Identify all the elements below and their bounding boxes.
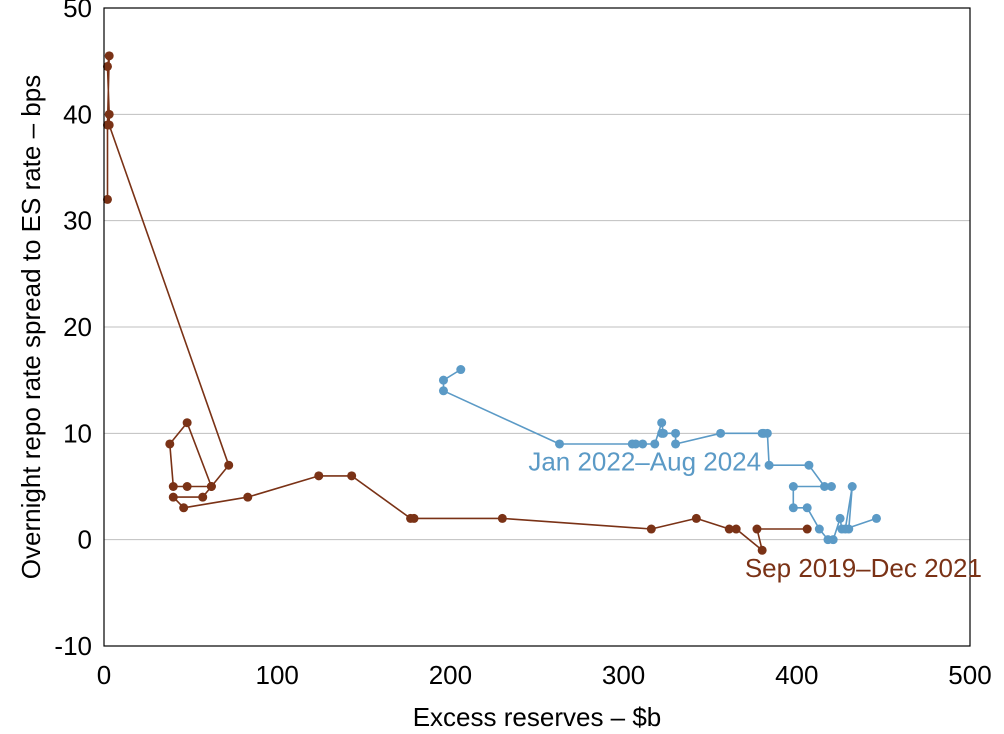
data-point (555, 439, 565, 449)
data-point (650, 439, 660, 449)
data-point (409, 513, 419, 523)
data-point (102, 61, 112, 71)
data-point (104, 109, 114, 119)
data-point (788, 503, 798, 513)
data-point (835, 513, 845, 523)
data-point (788, 482, 798, 491)
series-0 (102, 51, 812, 555)
data-point (638, 439, 648, 449)
data-point (724, 524, 734, 534)
data-point (657, 428, 667, 438)
y-tick-label: -10 (54, 631, 92, 661)
y-tick-label: 30 (63, 206, 92, 236)
data-point (804, 460, 814, 470)
data-point (179, 503, 189, 513)
data-point (104, 120, 114, 130)
data-point (731, 524, 741, 534)
series-labels: Jan 2022–Aug 2024 Sep 2019–Dec 2021 (528, 447, 982, 583)
series-1 (438, 365, 881, 545)
series-label: Sep 2019–Dec 2021 (745, 553, 982, 583)
data-point (764, 460, 774, 470)
y-axis-title: Overnight repo rate spread to ES rate – … (16, 75, 46, 579)
x-tick-label: 200 (429, 660, 472, 690)
data-point (631, 439, 641, 449)
data-point (762, 428, 772, 438)
data-point (657, 418, 667, 428)
data-point (814, 524, 824, 534)
data-point (671, 428, 681, 438)
y-tick-label: 10 (63, 418, 92, 448)
y-tick-label: 50 (63, 0, 92, 23)
x-tick-label: 500 (948, 660, 991, 690)
data-point (497, 513, 507, 523)
data-point (243, 492, 253, 502)
data-point (802, 524, 812, 534)
data-point (438, 386, 448, 396)
data-point (438, 375, 448, 385)
x-tick-label: 400 (775, 660, 818, 690)
x-tick-label: 0 (97, 660, 111, 690)
data-point (182, 482, 192, 491)
x-tick-label: 100 (256, 660, 299, 690)
x-axis-title: Excess reserves – $b (413, 702, 662, 732)
data-point (102, 194, 112, 204)
y-tick-label: 0 (78, 525, 92, 555)
data-point (456, 365, 466, 375)
plot-frame (103, 7, 971, 647)
data-point (165, 439, 175, 449)
data-point (206, 482, 216, 491)
data-point (802, 503, 812, 513)
data-point (757, 545, 767, 555)
data-point (828, 535, 838, 545)
data-point (820, 482, 830, 491)
data-point (347, 471, 357, 481)
data-point (671, 439, 681, 449)
data-point (198, 492, 208, 502)
data-point (840, 524, 850, 534)
series-label: Jan 2022–Aug 2024 (528, 447, 761, 477)
data-point (168, 482, 178, 491)
data-point (314, 471, 324, 481)
x-tick-label: 300 (602, 660, 645, 690)
y-tick-label: 20 (63, 312, 92, 342)
data-point (182, 418, 192, 428)
data-point (646, 524, 656, 534)
data-point (752, 524, 762, 534)
y-tick-label: 40 (63, 99, 92, 129)
data-point (224, 460, 234, 470)
data-point (716, 428, 726, 438)
chart-marks (102, 51, 881, 555)
data-point (104, 51, 114, 61)
data-point (847, 482, 857, 491)
data-point (691, 513, 701, 523)
data-point (826, 482, 836, 491)
data-point (168, 492, 178, 502)
data-point (871, 513, 881, 523)
